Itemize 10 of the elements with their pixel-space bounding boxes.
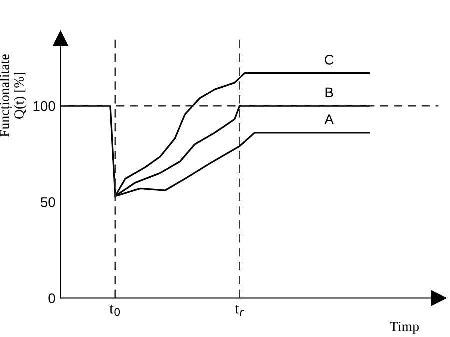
y-tick-label: 50 xyxy=(40,197,56,208)
y-tick-label: 0 xyxy=(48,294,56,304)
y-tick-label: 100 xyxy=(34,101,56,112)
x-axis-title: Timp xyxy=(390,322,419,334)
series-label: C xyxy=(325,55,334,65)
y-axis-title: Funcționalitate Q(t) [%] xyxy=(0,54,27,138)
x-tick-label: t$_{r}$ xyxy=(235,305,244,316)
series-label: B xyxy=(326,88,334,98)
series-label: A xyxy=(324,114,334,124)
x-tick-label: t$_{0}$ xyxy=(110,305,120,316)
